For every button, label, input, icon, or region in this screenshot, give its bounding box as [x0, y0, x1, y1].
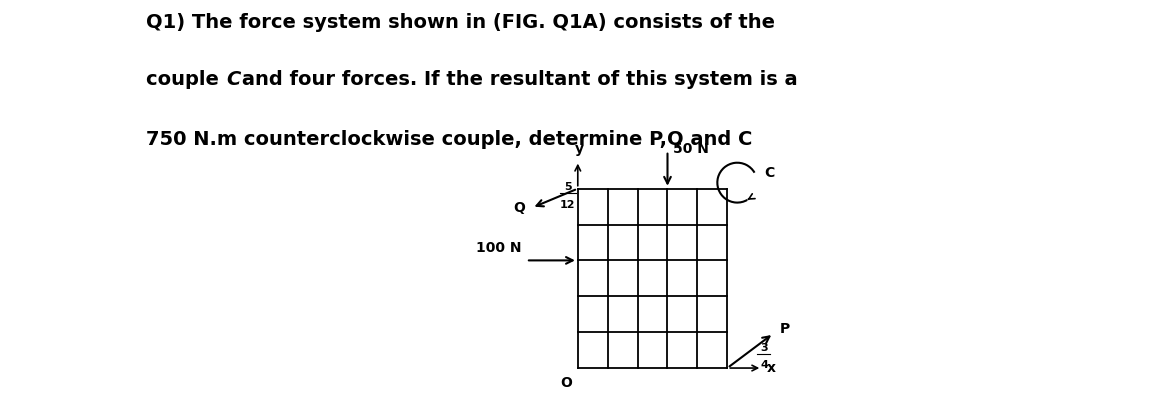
- Text: C: C: [226, 70, 240, 89]
- Text: 100 N: 100 N: [476, 241, 522, 256]
- Text: 5: 5: [564, 182, 572, 192]
- Text: x: x: [767, 361, 776, 375]
- Text: 4: 4: [760, 360, 768, 370]
- Text: 12: 12: [560, 200, 575, 210]
- Text: 3: 3: [760, 343, 768, 353]
- Text: y: y: [575, 142, 585, 156]
- Text: P: P: [780, 322, 790, 336]
- Text: Q1) The force system shown in (FIG. Q1A) consists of the: Q1) The force system shown in (FIG. Q1A)…: [146, 13, 775, 32]
- Text: 50 N: 50 N: [673, 142, 710, 156]
- Text: 750 N.m counterclockwise couple, determine P,Q and C: 750 N.m counterclockwise couple, determi…: [146, 130, 753, 149]
- Text: couple      and four forces. If the resultant of this system is a: couple and four forces. If the resultant…: [146, 70, 797, 89]
- Text: Q: Q: [513, 201, 525, 215]
- Text: C: C: [764, 166, 775, 179]
- Text: O: O: [560, 376, 572, 390]
